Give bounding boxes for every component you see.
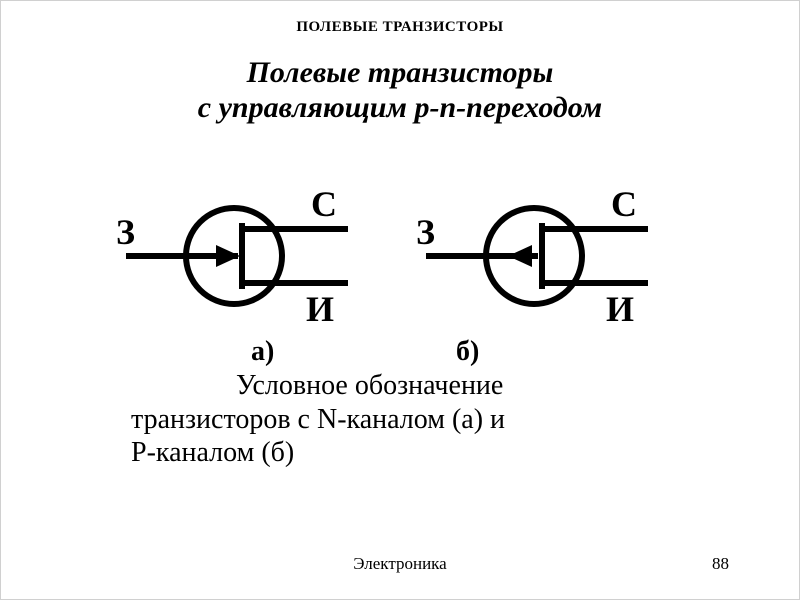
jfet-n-channel-icon: З С И xyxy=(116,184,348,329)
gate-label: З xyxy=(416,212,435,252)
source-label: И xyxy=(606,289,634,329)
page-number: 88 xyxy=(712,554,729,574)
jfet-symbols-svg: З С И З С И xyxy=(116,151,686,361)
figure-caption: Условное обозначение транзисторов с N-ка… xyxy=(131,369,671,470)
title-line-1: Полевые транзисторы xyxy=(247,56,554,89)
slide-title: Полевые транзисторы с управляющим p-n-пе… xyxy=(1,56,799,125)
slide-header: ПОЛЕВЫЕ ТРАНЗИСТОРЫ xyxy=(1,19,799,36)
drain-label: С xyxy=(611,184,637,224)
caption-line-2: транзисторов с N-каналом (а) и xyxy=(131,404,505,435)
sublabel-a: а) xyxy=(251,336,274,368)
drain-label: С xyxy=(311,184,337,224)
transistor-diagram: З С И З С И xyxy=(116,151,686,371)
jfet-p-channel-icon: З С И xyxy=(416,184,648,329)
sublabel-b: б) xyxy=(456,336,479,368)
gate-label: З xyxy=(116,212,135,252)
caption-line-3: P-каналом (б) xyxy=(131,437,294,468)
title-line-2: с управляющим p-n-переходом xyxy=(198,91,602,124)
slide-footer: Электроника xyxy=(1,554,799,574)
source-label: И xyxy=(306,289,334,329)
slide: ПОЛЕВЫЕ ТРАНЗИСТОРЫ Полевые транзисторы … xyxy=(0,0,800,600)
caption-line-1: Условное обозначение xyxy=(236,370,503,401)
